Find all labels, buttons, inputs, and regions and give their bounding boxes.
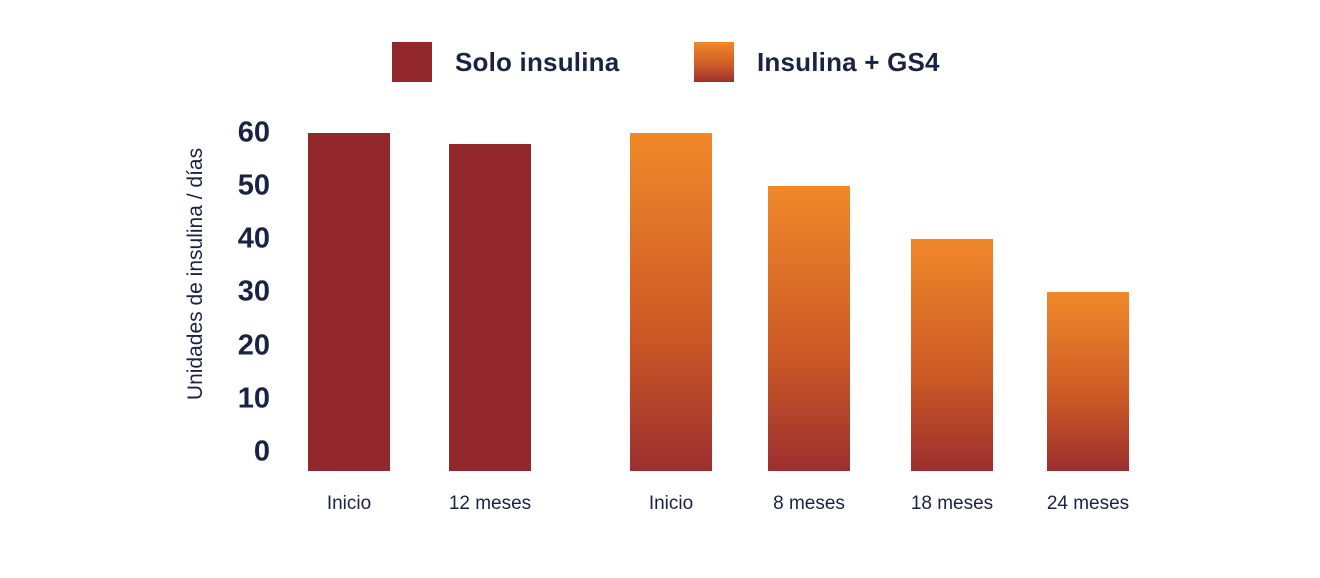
legend-swatch-insulina-gs4: [694, 42, 734, 82]
x-tick-label: Inicio: [326, 493, 372, 514]
x-tick-label: 8 meses: [773, 493, 845, 514]
legend-item-insulina-gs4: Insulina + GS4: [694, 42, 940, 82]
bar-18-meses: [911, 239, 993, 471]
legend-item-solo-insulina: Solo insulina: [392, 42, 619, 82]
x-tick-label: 24 meses: [1046, 493, 1130, 514]
y-tick-label: 40: [237, 222, 270, 255]
legend-label-solo-insulina: Solo insulina: [455, 46, 620, 77]
y-tick-label: 50: [237, 169, 270, 202]
x-tick-label: Inicio: [648, 493, 694, 514]
x-tick-label: 18 meses: [910, 493, 994, 514]
bar-24-meses: [1047, 292, 1129, 471]
bar-12-meses: [449, 143, 531, 471]
y-tick-label: 0: [253, 435, 270, 468]
legend-label-insulina-gs4: Insulina + GS4: [757, 46, 940, 77]
bar-inicio: [308, 132, 390, 471]
bar-inicio: [630, 132, 712, 471]
y-tick-label: 20: [237, 329, 270, 362]
y-tick-label: 10: [237, 382, 270, 415]
legend-swatch-solo-insulina: [392, 42, 432, 82]
bar-8-meses: [768, 186, 850, 471]
x-tick-label: 12 meses: [448, 493, 532, 514]
y-tick-label: 30: [237, 275, 270, 308]
y-tick-label: 60: [237, 116, 270, 149]
